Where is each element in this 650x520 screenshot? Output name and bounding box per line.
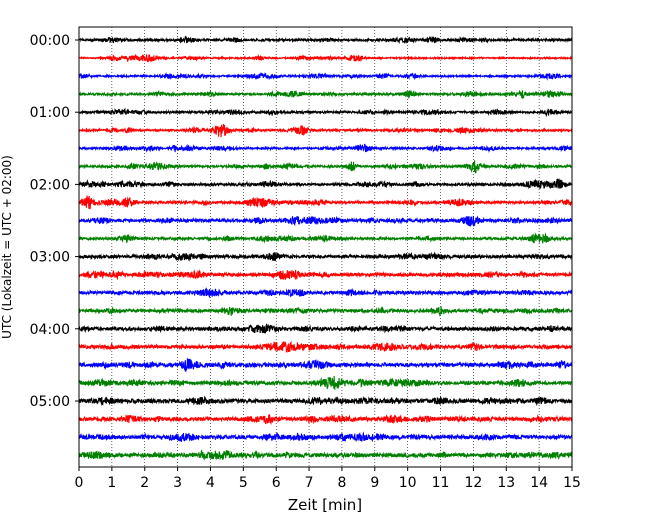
trace-line	[78, 107, 573, 118]
x-tick-label: 5	[239, 475, 248, 491]
trace-line	[78, 35, 573, 45]
trace-line	[78, 215, 573, 227]
seismogram-traces	[78, 35, 573, 461]
trace-line	[78, 449, 573, 461]
x-tick-label: 0	[75, 475, 84, 491]
trace-line	[78, 287, 573, 299]
trace-line	[78, 323, 573, 334]
x-tick-label: 3	[173, 475, 182, 491]
x-tick-label: 8	[337, 475, 346, 491]
vertical-grid-lines	[111, 27, 540, 467]
x-tick-label: 7	[305, 475, 314, 491]
trace-line	[78, 375, 573, 390]
trace-line	[78, 358, 573, 373]
y-tick-label: 05:00	[30, 394, 70, 410]
x-tick-label: 15	[563, 475, 581, 491]
trace-line	[78, 89, 573, 99]
trace-line	[78, 71, 573, 81]
trace-line	[78, 232, 573, 244]
x-tick-label: 12	[464, 475, 482, 491]
trace-line	[78, 414, 573, 425]
trace-line	[78, 340, 573, 353]
x-tick-label: 9	[370, 475, 379, 491]
trace-line	[78, 195, 573, 210]
x-tick-label: 1	[107, 475, 116, 491]
x-tick-label: 2	[140, 475, 149, 491]
x-tick-label: 10	[399, 475, 417, 491]
trace-line	[78, 306, 573, 317]
y-tick-label: 02:00	[30, 177, 70, 193]
x-tick-label: 13	[497, 475, 515, 491]
y-tick-label: 01:00	[30, 105, 70, 121]
x-tick-label: 14	[530, 475, 548, 491]
x-axis-label: Zeit [min]	[288, 496, 362, 514]
y-tick-label: 03:00	[30, 250, 70, 266]
trace-line	[78, 268, 573, 281]
trace-line	[78, 395, 573, 407]
trace-line	[78, 178, 573, 190]
trace-line	[78, 431, 573, 443]
y-axis-label: UTC (Lokalzeit = UTC + 02:00)	[0, 155, 14, 339]
y-axis-ticks: 00:00 01:00 02:00 03:00 04:00 05:00	[30, 33, 79, 410]
plot-frame	[78, 26, 573, 468]
trace-line	[78, 53, 573, 63]
trace-line	[78, 160, 573, 174]
trace-line	[78, 251, 573, 262]
x-axis-ticks: 0 1 2 3 4 5 6 7 8 9 10 11 12 13 14 15	[75, 467, 581, 491]
x-tick-label: 11	[432, 475, 450, 491]
y-tick-label: 04:00	[30, 322, 70, 338]
x-tick-label: 4	[206, 475, 215, 491]
y-tick-label: 00:00	[30, 33, 70, 49]
x-tick-label: 6	[272, 475, 281, 491]
trace-line	[78, 143, 573, 153]
trace-line	[78, 123, 573, 138]
